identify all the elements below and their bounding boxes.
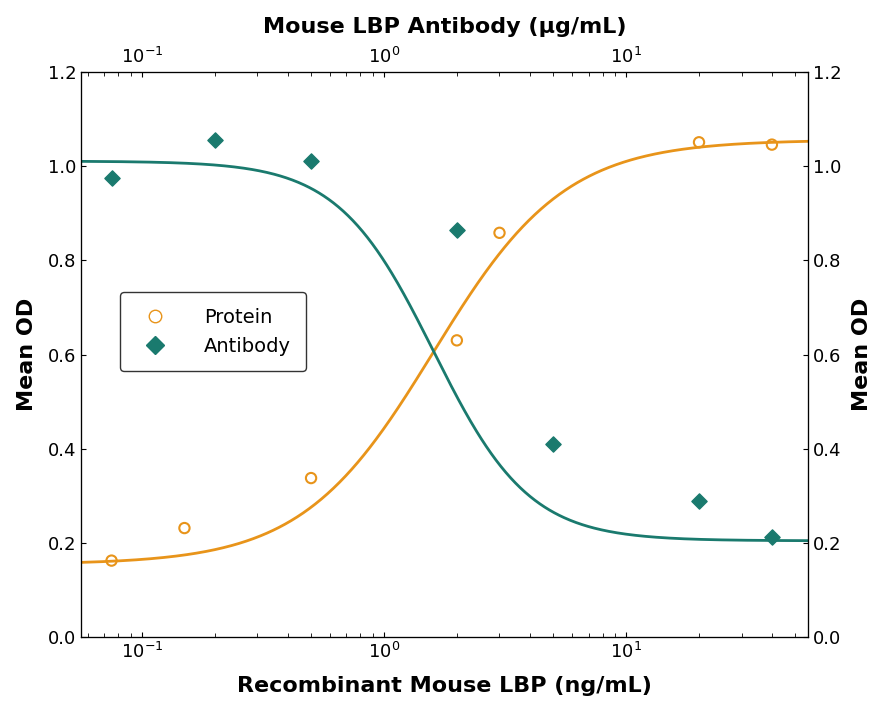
Point [208,134,222,145]
Point [765,139,779,150]
Point [493,227,507,239]
X-axis label: Recombinant Mouse LBP (ng/mL): Recombinant Mouse LBP (ng/mL) [237,677,652,697]
Point [304,473,318,484]
Point [104,172,118,183]
Y-axis label: Mean OD: Mean OD [17,298,36,411]
Point [450,224,464,235]
Point [692,137,706,148]
Point [692,495,706,506]
Point [450,334,464,346]
Point [177,523,191,534]
Point [546,438,560,450]
Point [304,155,318,167]
Legend: Protein, Antibody: Protein, Antibody [120,292,306,371]
Point [765,531,779,543]
X-axis label: Mouse LBP Antibody (μg/mL): Mouse LBP Antibody (μg/mL) [263,16,626,36]
Point [104,555,118,566]
Y-axis label: Mean OD: Mean OD [853,298,872,411]
